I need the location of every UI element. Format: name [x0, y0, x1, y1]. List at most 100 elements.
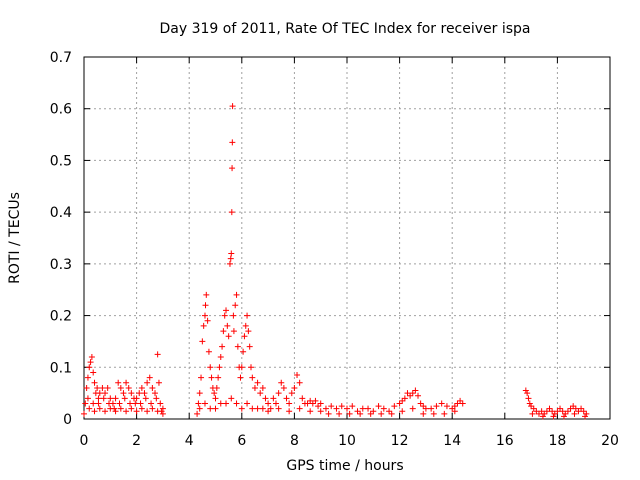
data-point [549, 408, 556, 415]
data-point [144, 379, 151, 386]
data-point [133, 408, 140, 415]
data-point [219, 343, 226, 350]
data-point [420, 410, 427, 417]
data-point [81, 410, 87, 417]
data-point [525, 395, 532, 402]
data-point [370, 408, 377, 415]
data-point [443, 403, 450, 410]
data-point [86, 364, 93, 371]
data-point [529, 410, 536, 417]
data-point [216, 364, 223, 371]
data-point [451, 403, 458, 410]
data-point [541, 410, 548, 417]
data-point [158, 408, 165, 415]
data-point [530, 405, 537, 412]
data-point [245, 328, 252, 335]
data-point [535, 410, 542, 417]
data-point [562, 410, 569, 417]
data-point [283, 395, 290, 402]
data-point [441, 410, 448, 417]
data-point [422, 405, 429, 412]
data-point [240, 348, 247, 355]
x-tick-label: 18 [548, 433, 566, 449]
data-point [121, 395, 128, 402]
x-tick-label: 16 [496, 433, 514, 449]
x-tick-label: 4 [185, 433, 194, 449]
data-point [417, 400, 424, 407]
data-point [217, 353, 224, 360]
data-point [325, 410, 332, 417]
x-tick-label: 20 [601, 433, 619, 449]
data-point [96, 390, 103, 397]
y-tick-label: 0.6 [50, 102, 72, 118]
data-point [142, 395, 149, 402]
data-point [225, 333, 232, 340]
data-point [560, 413, 567, 420]
data-point [522, 387, 529, 394]
data-point [459, 400, 466, 407]
data-point [524, 390, 531, 397]
data-point [159, 410, 166, 417]
data-point [91, 379, 98, 386]
data-point [244, 400, 251, 407]
data-point [226, 260, 233, 267]
data-point [412, 387, 419, 394]
data-point [96, 405, 103, 412]
data-point [237, 374, 244, 381]
data-point [137, 400, 144, 407]
data-point [265, 408, 272, 415]
data-point [242, 322, 249, 329]
data-point [391, 403, 398, 410]
data-point [407, 392, 414, 399]
data-point [430, 410, 437, 417]
data-point [333, 405, 340, 412]
data-point [229, 165, 236, 172]
data-point [241, 333, 248, 340]
data-point [202, 302, 209, 309]
data-point [94, 384, 101, 391]
data-point [457, 397, 464, 404]
data-point [102, 408, 109, 415]
data-point [336, 410, 343, 417]
x-tick-label: 14 [443, 433, 461, 449]
data-point [304, 400, 311, 407]
data-point [317, 408, 324, 415]
data-point [564, 408, 571, 415]
data-point [404, 390, 411, 397]
data-point [526, 400, 533, 407]
data-point [115, 379, 122, 386]
y-axis-label: ROTI / TECUs [7, 192, 23, 284]
data-point [212, 405, 219, 412]
data-point [409, 390, 416, 397]
data-point [399, 397, 406, 404]
data-point [141, 390, 148, 397]
data-point [82, 400, 89, 407]
data-point [312, 397, 319, 404]
data-point [95, 395, 102, 402]
data-point [123, 408, 130, 415]
data-point [550, 413, 557, 420]
data-point [146, 374, 153, 381]
data-point [228, 395, 235, 402]
data-point [153, 395, 160, 402]
data-point [99, 384, 106, 391]
data-point [359, 405, 366, 412]
data-point [533, 408, 540, 415]
data-point [386, 408, 393, 415]
data-point [528, 403, 535, 410]
data-point [262, 395, 269, 402]
data-point [123, 379, 130, 386]
data-point [117, 384, 124, 391]
data-point [259, 405, 266, 412]
data-point [233, 400, 240, 407]
data-point [223, 307, 230, 314]
y-tick-label: 0.1 [50, 360, 72, 376]
data-point [270, 395, 277, 402]
data-point [354, 408, 361, 415]
data-point [117, 405, 124, 412]
data-point [399, 408, 406, 415]
data-point [551, 410, 558, 417]
data-point [196, 405, 203, 412]
data-point [438, 400, 445, 407]
chart-title: Day 319 of 2011, Rate Of TEC Index for r… [159, 21, 530, 37]
